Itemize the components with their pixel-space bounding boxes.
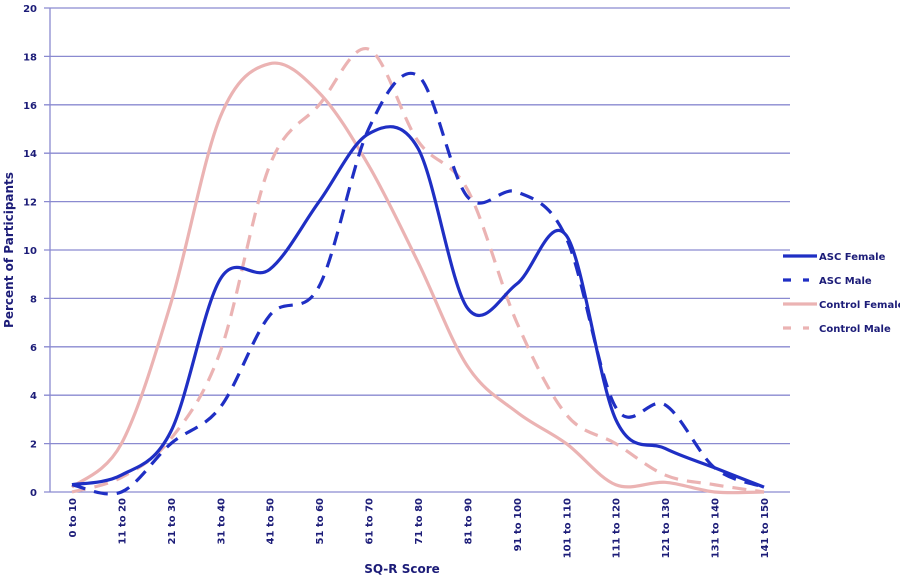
y-tick-label: 14 <box>23 149 37 160</box>
legend: ASC Female ASC Male Control Female Control … <box>783 252 900 335</box>
x-tick-label: 131 to 140 <box>711 498 722 558</box>
series-line-control-male <box>71 47 765 494</box>
x-tick-label: 21 to 30 <box>167 498 178 544</box>
x-tick-label: 41 to 50 <box>266 498 277 544</box>
y-tick-label: 2 <box>30 440 37 451</box>
x-axis-ticks: 0 to 10 11 to 20 21 to 30 31 to 40 41 to 50 5… <box>68 498 771 558</box>
y-tick-label: 18 <box>23 52 37 63</box>
series-line-asc-female <box>71 125 765 489</box>
x-tick-label: 91 to 100 <box>513 498 524 551</box>
y-tick-label: 8 <box>30 294 37 305</box>
legend-item-control-female: Control Female <box>783 300 900 311</box>
legend-label: ASC Female <box>819 252 886 263</box>
series-line-control-female <box>70 61 765 495</box>
x-tick-label: 0 to 10 <box>68 498 79 538</box>
legend-item-control-male: Control Male <box>783 324 891 335</box>
series-lines <box>70 47 765 496</box>
series-line-asc-male <box>71 71 765 496</box>
legend-label: ASC Male <box>819 276 872 287</box>
legend-label: Control Female <box>819 300 900 311</box>
x-axis-label: SQ-R Score <box>364 562 440 576</box>
x-tick-label: 141 to 150 <box>760 498 771 558</box>
x-tick-label: 11 to 20 <box>117 498 128 544</box>
y-tick-label: 0 <box>30 488 37 499</box>
y-tick-label: 10 <box>23 246 37 257</box>
x-tick-label: 31 to 40 <box>216 498 227 544</box>
x-tick-label: 111 to 120 <box>612 498 623 558</box>
y-tick-label: 4 <box>30 391 37 402</box>
gridlines <box>44 7 790 493</box>
x-tick-label: 121 to 130 <box>661 498 672 558</box>
x-tick-label: 81 to 90 <box>463 498 474 544</box>
legend-item-asc-male: ASC Male <box>783 276 872 287</box>
legend-label: Control Male <box>819 324 891 335</box>
x-tick-label: 101 to 110 <box>562 498 573 558</box>
x-tick-label: 71 to 80 <box>414 498 425 544</box>
y-tick-label: 20 <box>23 4 37 15</box>
y-axis-label: Percent of Participants <box>2 172 16 328</box>
y-tick-label: 16 <box>23 101 37 112</box>
y-tick-label: 6 <box>30 343 37 354</box>
x-tick-label: 61 to 70 <box>365 498 376 544</box>
y-tick-label: 12 <box>23 198 37 209</box>
y-axis-ticks: 0 2 4 6 8 10 12 14 16 18 20 <box>23 4 37 499</box>
legend-item-asc-female: ASC Female <box>783 252 886 263</box>
x-tick-label: 51 to 60 <box>315 498 326 544</box>
